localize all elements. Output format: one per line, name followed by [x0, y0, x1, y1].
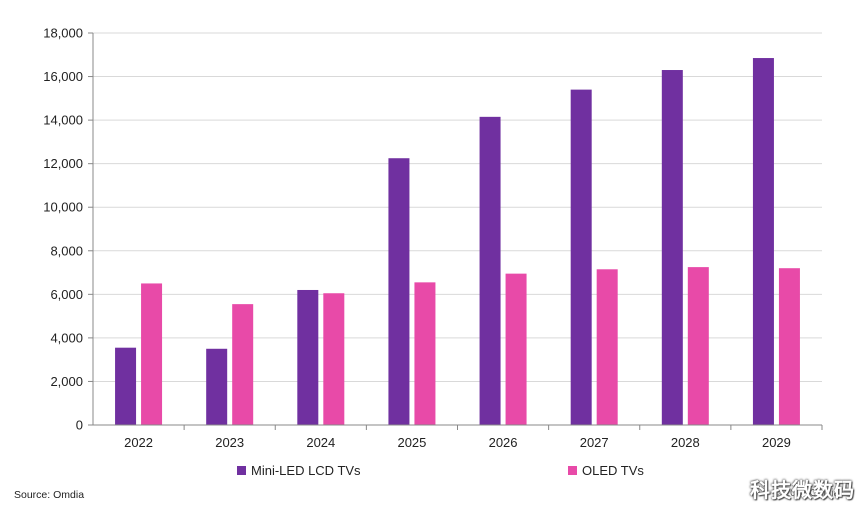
legend-label-mini-led: Mini-LED LCD TVs [251, 462, 361, 478]
gridlines [93, 32, 822, 382]
bar-mini-led [479, 116, 501, 425]
bar-oled [323, 293, 345, 425]
bar-oled [687, 267, 709, 425]
legend-label-oled: OLED TVs [582, 462, 644, 478]
y-tick-label: 14,000 [43, 113, 83, 128]
legend-swatch-oled [568, 465, 577, 475]
bar-oled [505, 273, 527, 425]
bar-mini-led [115, 347, 137, 425]
bar-oled [414, 282, 436, 425]
legend-swatch-mini-led [237, 465, 246, 475]
x-tick-label: 2022 [124, 435, 153, 450]
copyright-note: © 2025 Omdia [774, 488, 839, 499]
legend-item-oled: OLED TVs [568, 461, 644, 479]
legend-item-mini-led: Mini-LED LCD TVs [237, 461, 361, 479]
y-tick-label: 18,000 [43, 26, 83, 41]
y-tick-label: 10,000 [43, 200, 83, 215]
x-tick-label: 2029 [762, 435, 791, 450]
bar-mini-led [570, 89, 592, 425]
y-tick-label: 12,000 [43, 156, 83, 171]
bar-oled [232, 304, 254, 425]
bars [115, 58, 800, 426]
y-tick-label: 6,000 [50, 287, 83, 302]
x-tick-label: 2026 [489, 435, 518, 450]
x-tick-label: 2028 [671, 435, 700, 450]
y-axis-tick-labels: 0 2,000 4,000 6,000 8,000 10,000 12,000 14,000 1… [43, 26, 83, 433]
bar-mini-led [388, 158, 410, 425]
y-tick-label: 16,000 [43, 69, 83, 84]
x-tick-label: 2024 [306, 435, 335, 450]
source-note: Source: Omdia [14, 489, 85, 501]
watermark: 科技微数码 [750, 478, 855, 502]
bar-oled [141, 283, 163, 425]
x-tick-label: 2023 [215, 435, 244, 450]
bar-mini-led [661, 70, 683, 426]
axes [88, 32, 823, 430]
y-tick-label: 0 [76, 418, 83, 433]
x-tick-label: 2025 [397, 435, 426, 450]
bar-oled [778, 268, 800, 425]
bar-mini-led [752, 58, 774, 426]
y-tick-label: 2,000 [50, 374, 83, 389]
x-tick-label: 2027 [580, 435, 609, 450]
x-axis-tick-labels: 2022 2023 2024 2025 2026 2027 2028 2029 [124, 435, 791, 450]
y-tick-label: 4,000 [50, 330, 83, 345]
bar-mini-led [297, 289, 319, 425]
bar-mini-led [206, 348, 228, 425]
bar-oled [596, 269, 618, 425]
y-tick-label: 8,000 [50, 243, 83, 258]
